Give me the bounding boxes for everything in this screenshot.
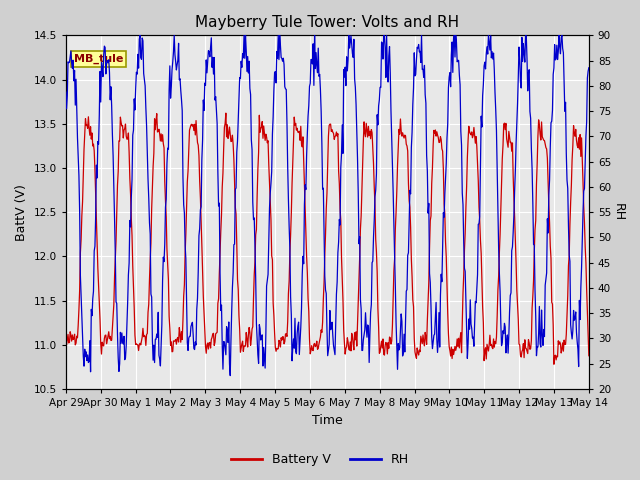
Title: Mayberry Tule Tower: Volts and RH: Mayberry Tule Tower: Volts and RH bbox=[195, 15, 460, 30]
Text: MB_tule: MB_tule bbox=[74, 54, 123, 64]
Legend: Battery V, RH: Battery V, RH bbox=[226, 448, 414, 471]
Y-axis label: RH: RH bbox=[612, 203, 625, 221]
X-axis label: Time: Time bbox=[312, 414, 342, 427]
Y-axis label: BattV (V): BattV (V) bbox=[15, 184, 28, 240]
